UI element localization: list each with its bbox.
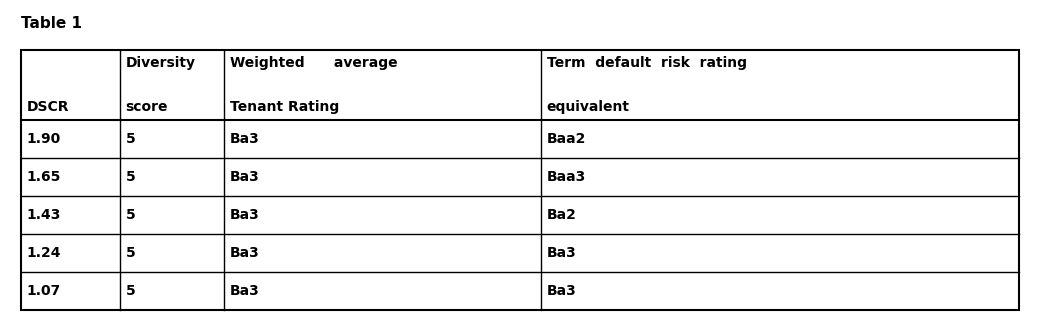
Text: 1.90: 1.90 <box>27 132 61 146</box>
Text: Ba3: Ba3 <box>230 170 259 184</box>
Text: 1.43: 1.43 <box>27 208 61 222</box>
Text: 1.24: 1.24 <box>27 246 61 260</box>
Text: Ba3: Ba3 <box>547 284 576 298</box>
Bar <box>21 50 1019 310</box>
Text: Baa3: Baa3 <box>547 170 587 184</box>
Text: Ba3: Ba3 <box>230 208 259 222</box>
Text: Diversity: Diversity <box>126 56 196 70</box>
Text: Weighted      average: Weighted average <box>230 56 397 70</box>
Text: Term  default  risk  rating: Term default risk rating <box>547 56 747 70</box>
Text: Tenant Rating: Tenant Rating <box>230 100 339 114</box>
Text: Ba2: Ba2 <box>547 208 576 222</box>
Text: 1.65: 1.65 <box>27 170 61 184</box>
Text: 5: 5 <box>126 284 135 298</box>
Text: 1.07: 1.07 <box>27 284 61 298</box>
Text: score: score <box>126 100 168 114</box>
Text: 5: 5 <box>126 132 135 146</box>
Text: equivalent: equivalent <box>547 100 630 114</box>
Text: Table 1: Table 1 <box>21 16 82 31</box>
Text: 5: 5 <box>126 208 135 222</box>
Text: Ba3: Ba3 <box>230 132 259 146</box>
Text: 5: 5 <box>126 246 135 260</box>
Text: Ba3: Ba3 <box>230 246 259 260</box>
Text: Ba3: Ba3 <box>230 284 259 298</box>
Text: 5: 5 <box>126 170 135 184</box>
Text: Ba3: Ba3 <box>547 246 576 260</box>
Text: DSCR: DSCR <box>27 100 70 114</box>
Text: Baa2: Baa2 <box>547 132 587 146</box>
